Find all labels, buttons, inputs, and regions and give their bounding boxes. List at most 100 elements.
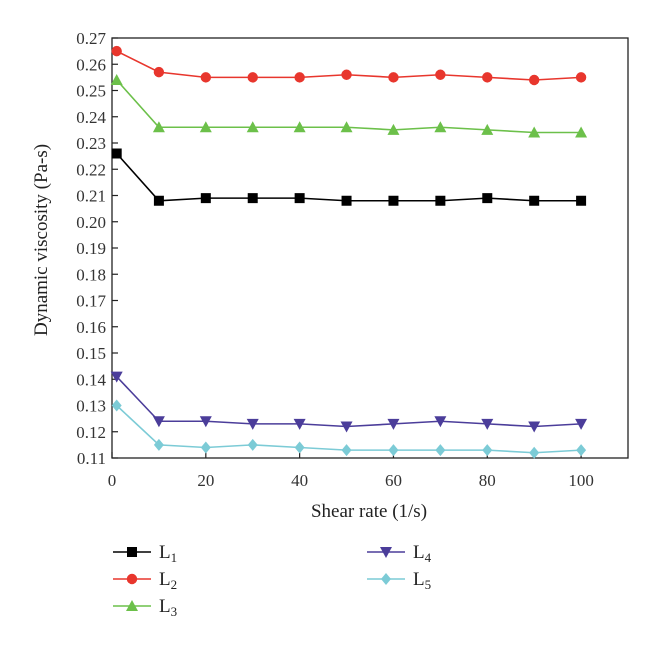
series-layer xyxy=(110,45,588,459)
x-tick-label: 40 xyxy=(291,471,308,490)
y-tick-label: 0.25 xyxy=(76,82,106,101)
legend: L1 L2 L3 L4 L5 xyxy=(113,542,432,619)
data-point xyxy=(387,418,400,430)
series-line xyxy=(116,376,582,428)
data-point xyxy=(434,416,447,428)
y-tick-label: 0.27 xyxy=(76,29,106,48)
data-point xyxy=(482,444,493,457)
x-tick-label: 60 xyxy=(385,471,402,490)
data-point xyxy=(341,195,352,206)
data-point xyxy=(111,148,122,159)
data-point xyxy=(293,121,306,133)
data-point xyxy=(340,121,353,133)
data-point xyxy=(388,195,399,206)
data-point xyxy=(482,193,493,204)
legend-item: L1 xyxy=(113,542,177,565)
data-point xyxy=(247,72,258,83)
y-tick-label: 0.18 xyxy=(76,265,106,284)
data-point xyxy=(575,72,587,83)
series-L4 xyxy=(110,371,588,433)
y-axis-title: Dynamic viscosity (Pa-s) xyxy=(31,144,52,336)
data-point xyxy=(153,195,164,206)
y-axis: 0.11 0.12 0.13 0.14 0.15 0.16 0.17 0.18 0.19 0.20… xyxy=(76,29,118,468)
x-tick-label: 100 xyxy=(568,471,594,490)
series-L2 xyxy=(111,45,587,86)
x-tick-label: 20 xyxy=(197,471,214,490)
data-point xyxy=(110,74,123,85)
legend-label: L2 xyxy=(159,569,177,592)
data-point xyxy=(200,441,211,454)
data-point xyxy=(482,72,493,83)
series-line xyxy=(116,152,582,202)
data-point xyxy=(435,195,446,206)
y-tick-label: 0.21 xyxy=(76,187,106,206)
data-point xyxy=(481,123,494,135)
data-point xyxy=(387,123,400,135)
legend-marker xyxy=(126,573,138,585)
plot-frame xyxy=(111,37,629,459)
data-point xyxy=(388,444,399,457)
data-point xyxy=(528,74,540,86)
data-point xyxy=(434,121,447,133)
x-axis: 0 20 40 60 80 100 xyxy=(108,452,594,490)
legend-marker xyxy=(126,600,138,611)
data-point xyxy=(341,69,352,80)
data-point xyxy=(247,193,258,204)
data-point xyxy=(294,193,305,204)
data-point xyxy=(153,438,164,451)
x-tick-label: 80 xyxy=(479,471,496,490)
data-point xyxy=(576,444,587,457)
data-point xyxy=(199,121,212,133)
data-point xyxy=(529,195,540,206)
y-tick-label: 0.13 xyxy=(76,397,106,416)
legend-item: L4 xyxy=(367,542,432,565)
data-point xyxy=(111,45,122,57)
data-point xyxy=(294,72,305,83)
legend-item: L2 xyxy=(113,569,177,592)
data-point xyxy=(246,121,259,133)
data-point xyxy=(152,416,165,428)
x-axis-title: Shear rate (1/s) xyxy=(311,501,427,522)
y-tick-label: 0.19 xyxy=(76,239,106,258)
data-point xyxy=(435,444,446,457)
plot-area xyxy=(111,37,629,459)
y-tick-label: 0.17 xyxy=(76,292,106,311)
data-point xyxy=(388,72,399,83)
legend-item: L5 xyxy=(367,569,431,592)
y-tick-label: 0.23 xyxy=(76,134,106,153)
data-point xyxy=(528,126,541,138)
data-point xyxy=(199,416,212,428)
y-tick-label: 0.20 xyxy=(76,213,106,232)
legend-item: L3 xyxy=(113,596,177,619)
series-L1 xyxy=(111,148,587,206)
data-point xyxy=(481,418,494,430)
y-tick-label: 0.12 xyxy=(76,423,106,442)
legend-label: L1 xyxy=(159,542,177,565)
data-point xyxy=(341,444,352,457)
y-tick-label: 0.24 xyxy=(76,108,106,127)
x-tick-label: 0 xyxy=(108,471,117,490)
data-point xyxy=(528,421,541,433)
data-point xyxy=(200,193,211,204)
y-tick-label: 0.11 xyxy=(77,449,106,468)
data-point xyxy=(111,399,122,412)
data-point xyxy=(529,446,540,459)
data-point xyxy=(152,121,165,133)
legend-marker xyxy=(127,547,137,557)
series-L5 xyxy=(111,399,587,459)
y-tick-label: 0.14 xyxy=(76,370,106,389)
series-L3 xyxy=(110,74,588,138)
data-point xyxy=(247,438,258,451)
data-point xyxy=(110,371,123,383)
legend-marker xyxy=(381,573,391,585)
legend-label: L4 xyxy=(413,542,432,565)
data-point xyxy=(153,66,165,78)
y-tick-label: 0.15 xyxy=(76,344,106,363)
data-point xyxy=(293,418,306,430)
data-point xyxy=(575,126,588,138)
legend-label: L3 xyxy=(159,596,177,619)
series-line xyxy=(116,404,582,454)
y-tick-label: 0.22 xyxy=(76,160,106,179)
series-line xyxy=(116,79,582,134)
